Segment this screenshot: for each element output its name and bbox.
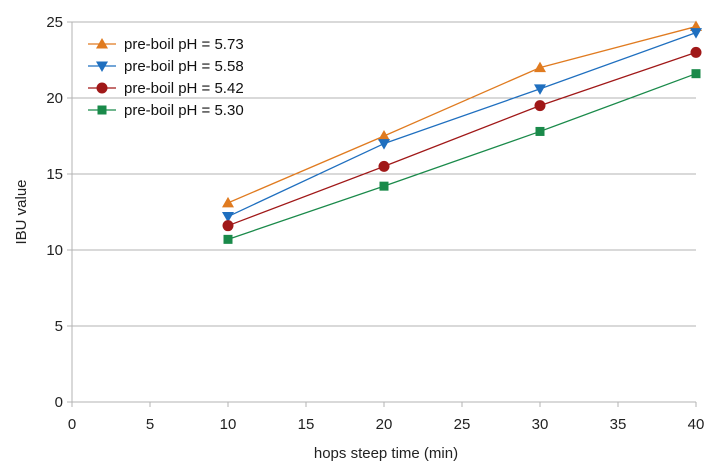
series-line: [227, 25, 697, 204]
legend-item: pre-boil pH = 5.30: [88, 102, 244, 119]
legend-label: pre-boil pH = 5.30: [124, 102, 244, 119]
legend: pre-boil pH = 5.73 pre-boil pH = 5.58 pre-…: [88, 36, 244, 119]
data-point: [534, 61, 546, 73]
data-point: [534, 100, 546, 112]
y-tick-label: 15: [46, 166, 63, 183]
x-tick-label: 15: [298, 416, 315, 433]
series-4: [223, 69, 701, 244]
data-point: [691, 69, 701, 79]
series-line: [227, 51, 697, 227]
data-point: [379, 181, 389, 191]
legend-marker: [96, 61, 108, 72]
x-tick-label: 25: [454, 416, 471, 433]
x-tick-label: 5: [146, 416, 154, 433]
x-tick-label: 20: [376, 416, 393, 433]
series-line: [227, 32, 697, 218]
data-series: [222, 20, 702, 244]
y-axis-title: IBU value: [13, 179, 30, 244]
y-tick-label: 5: [55, 318, 63, 335]
x-tick-label: 0: [68, 416, 76, 433]
data-point: [690, 28, 702, 39]
legend-marker: [97, 105, 107, 115]
data-point: [378, 139, 390, 150]
series-line: [227, 73, 697, 240]
legend-marker: [96, 38, 108, 49]
legend-marker: [96, 82, 108, 94]
legend-item: pre-boil pH = 5.42: [88, 80, 244, 97]
y-tick-label: 10: [46, 242, 63, 259]
data-point: [690, 46, 702, 58]
axes: [67, 21, 697, 407]
legend-label: pre-boil pH = 5.73: [124, 36, 244, 53]
data-point: [223, 234, 233, 244]
x-tick-label: 40: [688, 416, 705, 433]
y-tick-label: 25: [46, 14, 63, 31]
data-point: [378, 130, 390, 141]
data-point: [222, 220, 234, 232]
x-tick-label: 35: [610, 416, 627, 433]
gridlines: [72, 21, 696, 327]
series-3: [222, 46, 702, 232]
y-tick-label: 20: [46, 90, 63, 107]
x-axis-title: hops steep time (min): [314, 445, 458, 462]
y-tick-labels: 0 5 10 15 20 25: [46, 14, 63, 411]
series-1: [222, 20, 702, 208]
data-point: [378, 160, 390, 172]
data-point: [535, 126, 545, 136]
data-point: [222, 212, 234, 223]
legend-item: pre-boil pH = 5.58: [88, 58, 244, 75]
legend-label: pre-boil pH = 5.42: [124, 80, 244, 97]
legend-item: pre-boil pH = 5.73: [88, 36, 244, 53]
data-point: [222, 196, 234, 208]
y-tick-label: 0: [55, 394, 63, 411]
x-tick-label: 10: [220, 416, 237, 433]
legend-label: pre-boil pH = 5.58: [124, 58, 244, 75]
x-tick-labels: 0 5 10 15 20 25 30 35 40: [68, 416, 705, 433]
series-2: [222, 28, 702, 223]
x-tick-label: 30: [532, 416, 549, 433]
data-point: [534, 84, 546, 95]
